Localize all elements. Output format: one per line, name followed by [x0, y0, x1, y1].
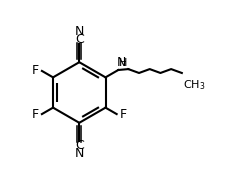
Text: F: F [119, 107, 126, 121]
Text: N: N [116, 56, 126, 68]
Text: F: F [32, 64, 39, 78]
Text: CH$_3$: CH$_3$ [182, 78, 204, 92]
Text: C: C [75, 33, 83, 46]
Text: C: C [75, 139, 83, 152]
Text: N: N [74, 25, 84, 38]
Text: H: H [119, 58, 127, 68]
Text: N: N [74, 147, 84, 160]
Text: F: F [32, 107, 39, 121]
